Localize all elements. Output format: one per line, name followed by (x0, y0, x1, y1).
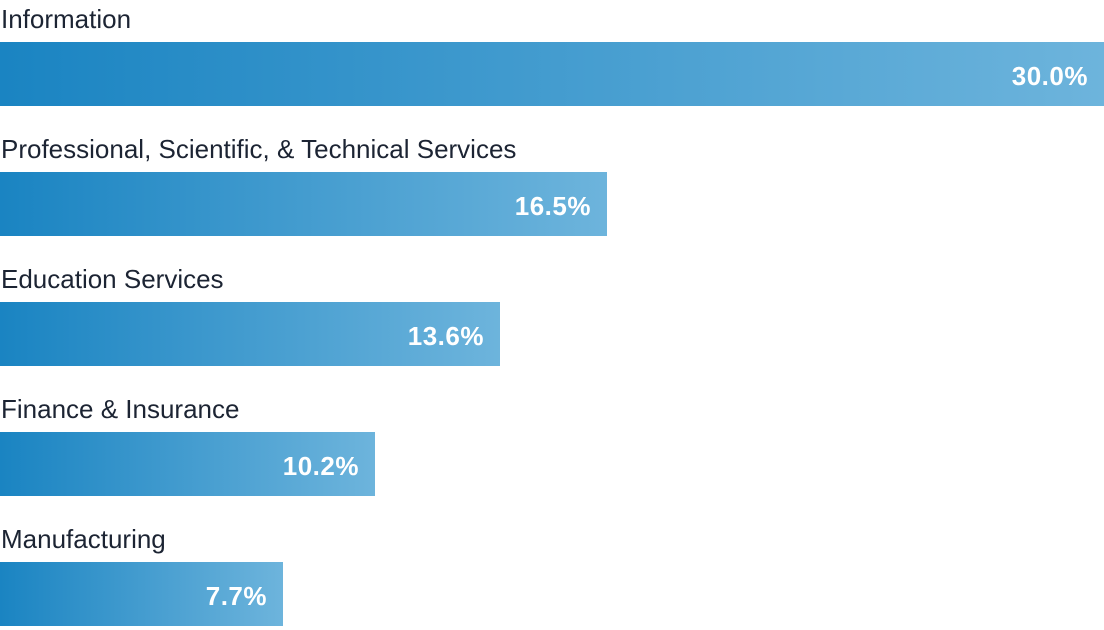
bar-row: Professional, Scientific, & Technical Se… (0, 130, 1104, 236)
bar: 13.6% (0, 302, 500, 366)
bar-row: Manufacturing 7.7% (0, 520, 1104, 626)
bar: 30.0% (0, 42, 1104, 106)
bar-value-label: 10.2% (282, 451, 359, 481)
bar-value-label: 7.7% (205, 581, 267, 611)
category-label: Finance & Insurance (1, 394, 240, 424)
bar: 7.7% (0, 562, 283, 626)
bar: 16.5% (0, 172, 607, 236)
bar: 10.2% (0, 432, 375, 496)
bar-row: Education Services 13.6% (0, 260, 1104, 366)
bar-value-label: 13.6% (407, 321, 484, 351)
bar-value-label: 16.5% (514, 191, 591, 221)
bar-row: Finance & Insurance 10.2% (0, 390, 1104, 496)
bar-row: Information 30.0% (0, 0, 1104, 106)
category-label: Professional, Scientific, & Technical Se… (1, 134, 517, 164)
category-label: Information (1, 4, 132, 34)
category-label: Manufacturing (1, 524, 166, 554)
category-label: Education Services (1, 264, 224, 294)
bar-value-label: 30.0% (1011, 61, 1088, 91)
